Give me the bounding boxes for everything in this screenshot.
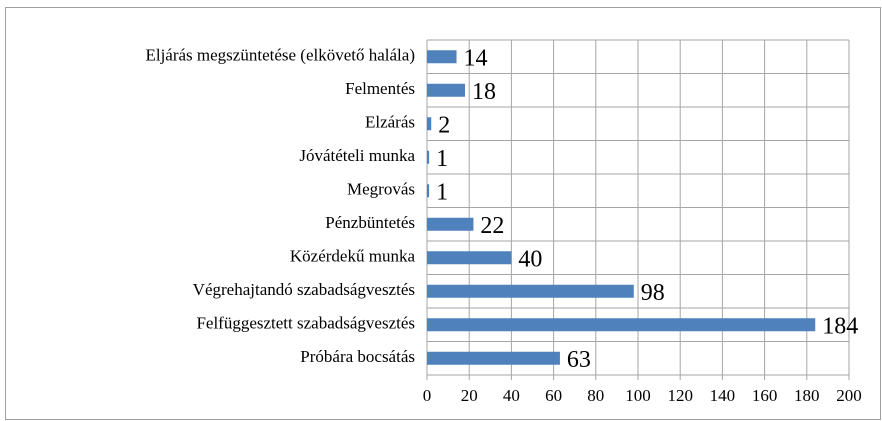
y-tick-label: Pénzbüntetés — [325, 213, 415, 232]
bar — [427, 284, 634, 298]
x-tick-label: 140 — [710, 386, 736, 405]
y-tick-label: Próbára bocsátás — [300, 347, 415, 366]
bar — [427, 50, 457, 64]
data-label: 22 — [480, 213, 504, 239]
bar — [427, 217, 474, 231]
bar — [427, 150, 430, 164]
data-label: 184 — [822, 313, 858, 339]
x-tick-label: 20 — [461, 386, 478, 405]
data-label: 18 — [472, 79, 496, 105]
data-label: 14 — [464, 45, 488, 71]
y-tick-label: Felfüggesztett szabadságvesztés — [196, 314, 415, 333]
x-tick-label: 40 — [503, 386, 520, 405]
x-tick-label: 60 — [545, 386, 562, 405]
x-tick-label: 180 — [794, 386, 820, 405]
y-tick-label: Megrovás — [347, 180, 415, 199]
bar — [427, 251, 512, 265]
x-tick-label: 160 — [752, 386, 778, 405]
x-tick-label: 120 — [667, 386, 693, 405]
chart-border — [5, 7, 881, 420]
bar — [427, 184, 430, 198]
bar — [427, 83, 465, 97]
data-label: 63 — [567, 347, 591, 373]
data-label: 40 — [518, 246, 542, 272]
bar — [427, 318, 816, 332]
x-tick-label: 200 — [836, 386, 862, 405]
y-tick-label: Felmentés — [345, 79, 415, 98]
data-label: 2 — [438, 112, 450, 138]
y-tick-label: Végrehajtandó szabadságvesztés — [193, 280, 415, 299]
bar — [427, 117, 432, 131]
x-tick-label: 0 — [423, 386, 432, 405]
data-label: 1 — [436, 179, 448, 205]
y-tick-label: Eljárás megszüntetése (elkövető halála) — [145, 46, 415, 65]
y-tick-label: Közérdekű munka — [290, 247, 416, 266]
y-tick-label: Elzárás — [365, 113, 415, 132]
data-label: 1 — [436, 146, 448, 172]
x-tick-label: 100 — [625, 386, 651, 405]
data-label: 98 — [641, 280, 665, 306]
y-tick-label: Jóvátételi munka — [299, 146, 415, 165]
x-tick-label: 80 — [587, 386, 604, 405]
bar — [427, 351, 560, 365]
